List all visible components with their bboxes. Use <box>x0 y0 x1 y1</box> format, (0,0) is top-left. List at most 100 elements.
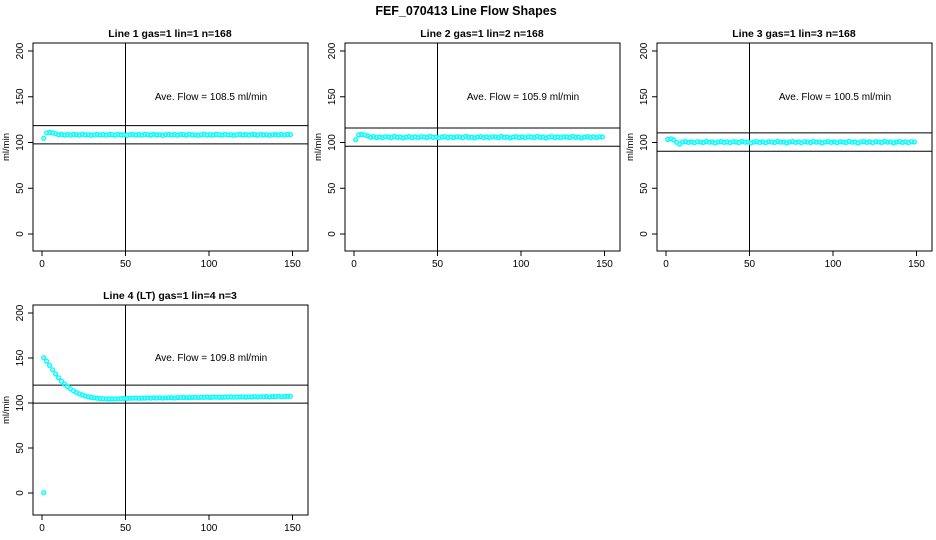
y-tick-label: 100 <box>15 134 26 151</box>
data-point <box>91 395 97 401</box>
data-point <box>41 355 47 361</box>
data-point <box>160 132 166 138</box>
data-point <box>192 394 198 400</box>
data-point <box>510 134 516 140</box>
panel-title: Line 4 (LT) gas=1 lin=4 n=3 <box>103 290 237 302</box>
data-point <box>252 394 258 400</box>
data-point <box>813 139 819 145</box>
data-point <box>679 139 686 145</box>
y-axis-label: ml/min <box>313 133 324 161</box>
data-point <box>685 139 692 145</box>
data-point <box>127 395 133 401</box>
panel-line-3: 0 50 100 150 0 50 100 150 200 Line 3 gas=1 lin=3… <box>625 28 933 270</box>
y-tick-label: 0 <box>15 231 26 237</box>
data-point <box>145 132 151 138</box>
data-point <box>145 395 151 401</box>
data-point <box>142 131 148 137</box>
data-point <box>837 139 843 145</box>
data-point <box>58 378 65 384</box>
data-point <box>154 395 160 401</box>
y-tick-label: 50 <box>639 182 650 194</box>
data-point <box>183 395 189 401</box>
data-point <box>792 139 799 145</box>
data-point <box>267 394 273 400</box>
data-point <box>899 139 906 145</box>
data-point <box>281 393 288 399</box>
y-tick-label: 50 <box>15 442 26 454</box>
data-point <box>109 396 115 402</box>
data-point <box>198 394 204 400</box>
panel-line-4: 0 50 100 150 0 50 100 150 200 Line 4 (LT) gas=1 … <box>1 290 309 534</box>
data-point <box>261 394 267 400</box>
data-point <box>154 132 160 138</box>
data-point <box>100 396 106 402</box>
data-point <box>356 132 362 138</box>
data-point <box>769 139 775 145</box>
data-point <box>43 358 50 364</box>
data-point <box>109 132 115 138</box>
data-point <box>213 394 219 400</box>
data-point <box>204 132 210 138</box>
data-point <box>249 394 255 400</box>
data-point <box>466 134 472 140</box>
data-point <box>231 394 237 400</box>
data-point <box>73 132 79 138</box>
y-tick-label: 100 <box>639 134 650 151</box>
data-point <box>234 132 240 138</box>
data-point <box>180 132 186 138</box>
x-tick-label: 50 <box>744 259 756 270</box>
data-point <box>189 132 195 138</box>
figure-title: FEF_070413 Line Flow Shapes <box>375 4 556 18</box>
data-point <box>94 395 100 401</box>
data-point <box>243 394 249 400</box>
data-point <box>64 131 71 138</box>
data-point <box>403 134 409 140</box>
data-point <box>198 132 204 138</box>
x-tick-label: 100 <box>513 259 530 270</box>
x-tick-label: 50 <box>432 259 444 270</box>
data-point <box>55 132 62 138</box>
data-point <box>177 395 183 401</box>
x-tick-label: 0 <box>351 259 357 270</box>
data-point <box>766 139 772 145</box>
data-point <box>454 134 460 140</box>
data-points <box>665 136 917 147</box>
y-tick-label: 100 <box>15 394 26 411</box>
x-tick-label: 0 <box>39 259 45 270</box>
y-tick-label: 100 <box>327 134 338 151</box>
data-point <box>162 395 169 401</box>
x-tick-label: 50 <box>120 523 132 534</box>
data-point <box>133 395 139 401</box>
data-point <box>174 395 180 401</box>
x-tick-label: 50 <box>120 259 132 270</box>
data-point <box>165 395 172 401</box>
data-point <box>804 139 810 145</box>
data-point <box>270 132 276 138</box>
data-point <box>160 395 166 401</box>
x-tick-label: 100 <box>201 259 218 270</box>
avg-flow-annotation: Ave. Flow = 100.5 ml/min <box>779 92 891 103</box>
data-point <box>246 394 252 400</box>
avg-flow-annotation: Ave. Flow = 109.8 ml/min <box>155 353 267 364</box>
data-point <box>840 139 846 145</box>
data-point <box>118 396 124 402</box>
data-point <box>210 394 216 400</box>
data-point <box>751 139 757 145</box>
data-point <box>264 393 270 400</box>
data-point <box>278 394 285 400</box>
data-point <box>430 134 436 140</box>
data-point <box>858 139 864 145</box>
data-point <box>136 395 142 401</box>
data-point <box>439 134 445 140</box>
data-point <box>41 135 47 141</box>
data-point <box>118 132 124 138</box>
panel-1-plot: 0 50 100 150 0 50 100 150 200 <box>15 42 309 270</box>
data-point <box>240 132 246 138</box>
plot-box <box>656 42 933 252</box>
data-point <box>258 394 264 400</box>
data-point <box>192 132 198 138</box>
data-point <box>876 139 882 145</box>
data-point <box>189 394 195 401</box>
